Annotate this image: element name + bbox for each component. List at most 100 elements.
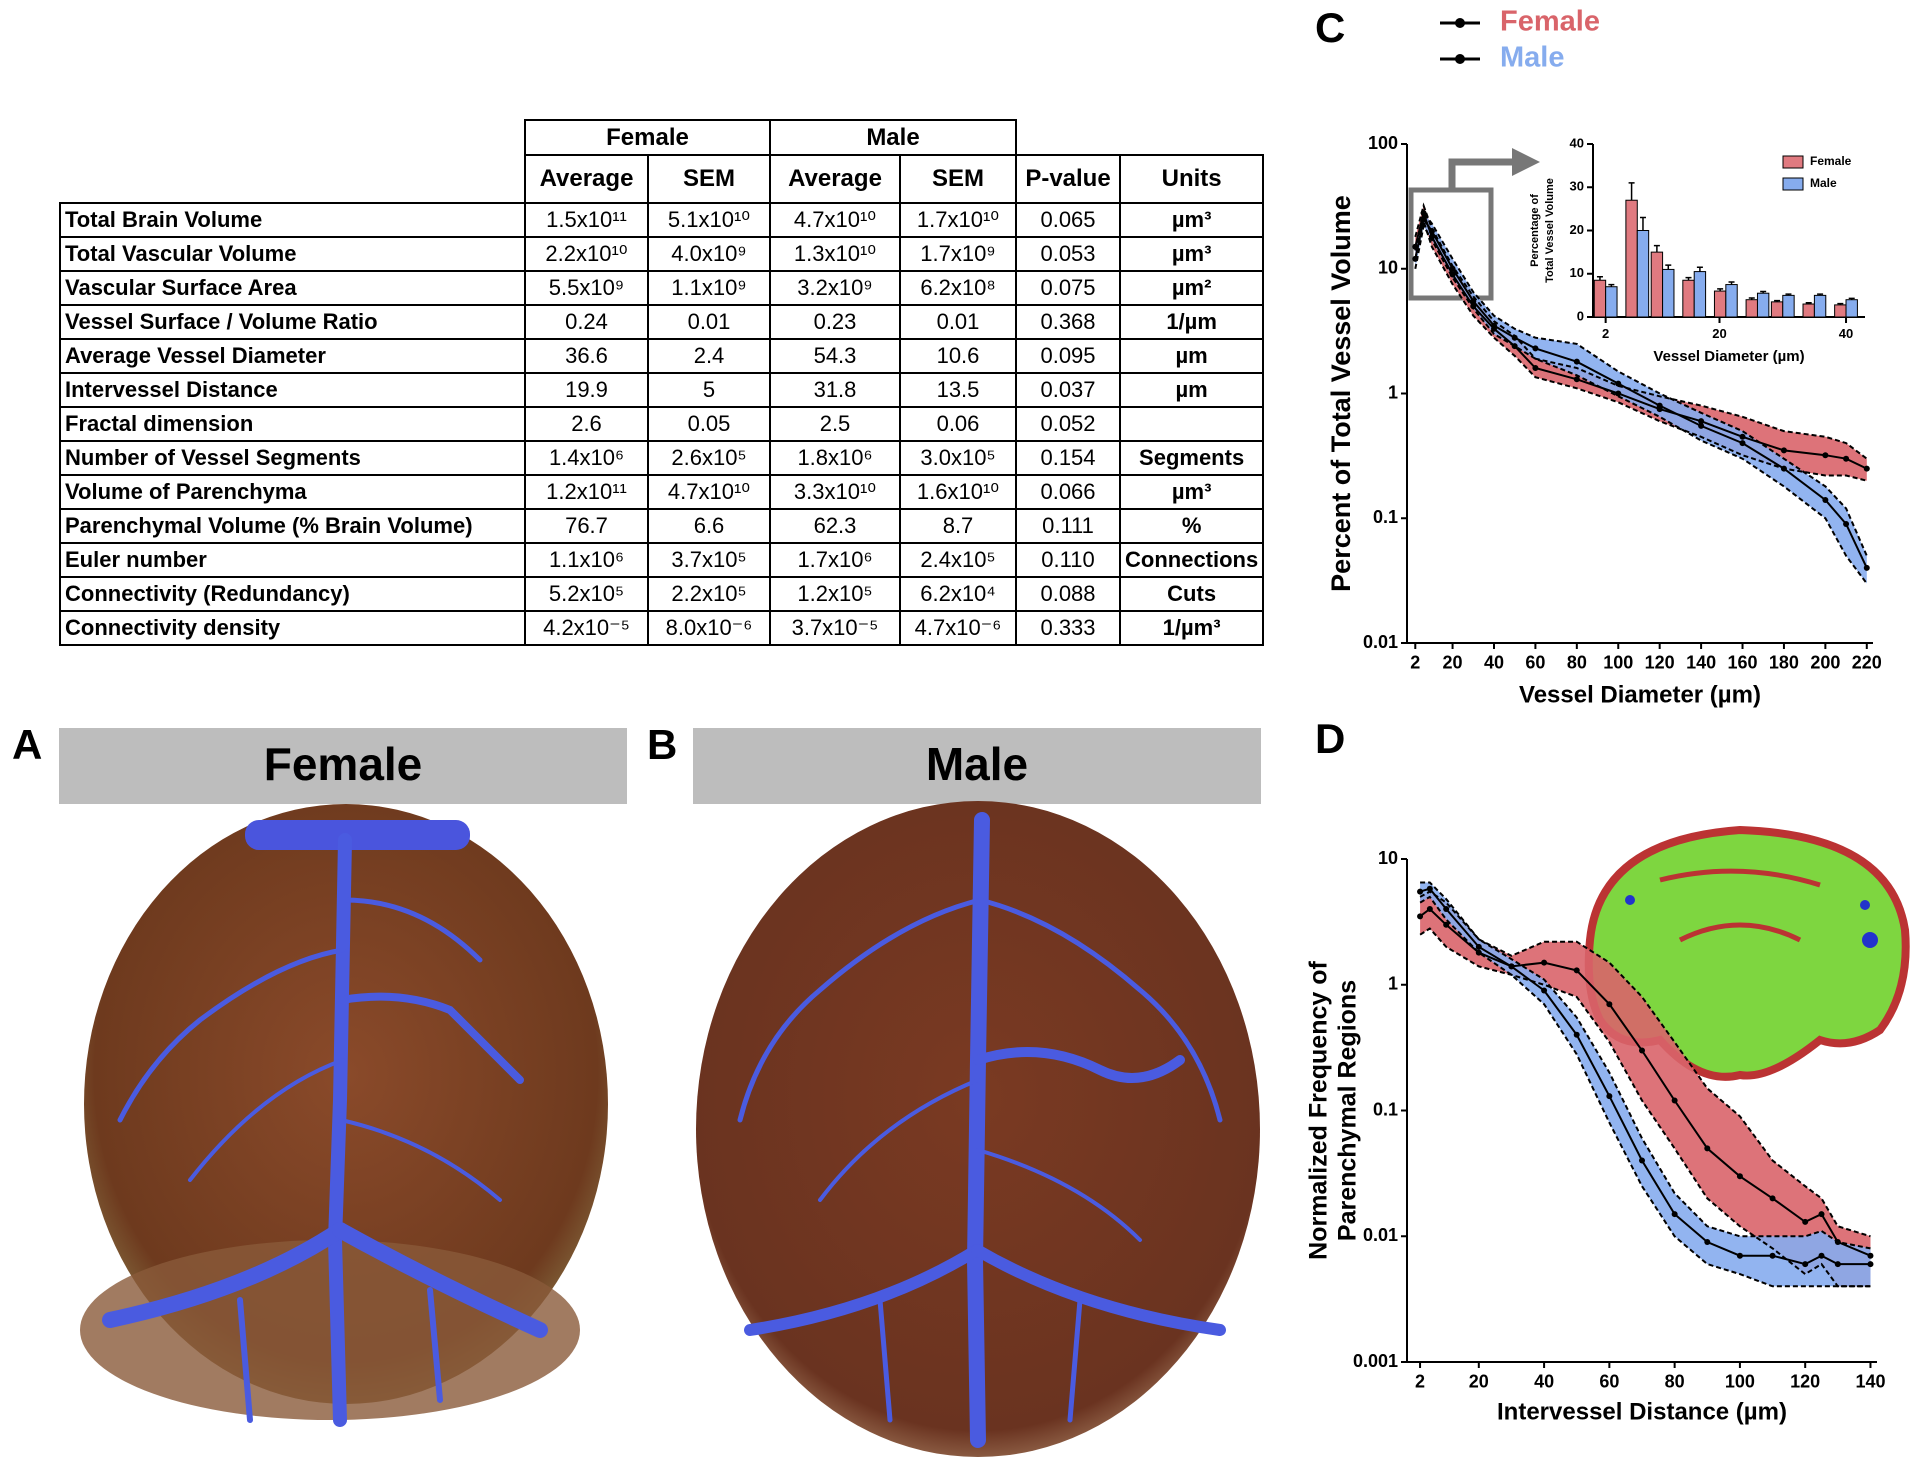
y-axis-title: Normalized Frequency of [1305,960,1333,1259]
data-point [1736,1173,1743,1180]
data-point [1606,1001,1613,1008]
data-point [1698,422,1705,429]
y-tick-label: 0.1 [1373,507,1398,527]
bar [1636,230,1650,318]
unit-cell: µm [1118,338,1265,374]
table-row: Volume of Parenchyma 1.2x10¹¹ 4.7x10¹⁰ 3.3x… [59,474,1265,510]
data-point [1412,255,1419,262]
value-cell: 0.368 [1015,304,1121,340]
data-point [1573,376,1580,383]
value-cell: 1.2x10¹¹ [524,474,649,510]
x-tick-label: 100 [1603,653,1633,673]
column-header: Average [524,154,649,204]
error-bar [1717,288,1724,292]
row-label: Volume of Parenchyma [59,474,526,510]
y-tick-label: 0.001 [1353,1351,1398,1371]
panel-label: D [1315,715,1345,762]
x-tick-label: 2 [1415,1372,1425,1392]
x-tick-label: 60 [1525,653,1545,673]
row-label: Fractal dimension [59,406,526,442]
panel-title: Male [926,738,1028,790]
value-cell: 3.2x10⁹ [769,270,901,306]
data-point [1739,440,1746,447]
data-point [1739,433,1746,440]
column-header: Units [1118,154,1265,204]
unit-cell: 1/µm³ [1118,610,1265,646]
value-cell: 1.7x10¹⁰ [899,202,1017,238]
band-edge [1414,217,1868,482]
data-point [1639,1157,1645,1164]
value-cell: 1.2x10⁵ [769,576,901,612]
error-band [1415,205,1867,481]
bar [1782,294,1795,318]
y-tick-label: 0.01 [1363,632,1398,652]
bar [1813,294,1827,318]
data-point [1780,465,1787,472]
bar [1725,284,1738,318]
value-cell: 1.7x10⁶ [769,542,901,578]
row-label: Vascular Surface Area [59,270,526,306]
bar [1625,199,1638,318]
value-cell: 2.6x10⁵ [647,440,771,476]
error-bar [1837,302,1844,305]
value-cell: 4.2x10⁻⁵ [524,610,649,646]
data-point [1428,228,1435,235]
column-header: Average [769,154,901,204]
band-edge [1414,223,1868,585]
data-point [1802,1218,1809,1225]
error-bar [1805,301,1812,305]
x-tick-label: 40 [1839,326,1853,341]
y-tick-label: 10 [1378,848,1398,868]
data-point [1698,418,1705,425]
table-row: Total Brain Volume 1.5x10¹¹ 5.1x10¹⁰ 4.7x10… [59,202,1265,238]
bar [1593,279,1607,318]
data-point [1426,906,1433,913]
x-tick-label: 2 [1602,326,1609,341]
column-header: P-value [1015,154,1121,204]
x-tick-label: 140 [1855,1372,1885,1392]
data-point [1822,497,1829,504]
value-cell: 0.333 [1015,610,1121,646]
data-point [1863,564,1870,571]
panel-label: A [12,721,42,768]
error-bar [1774,299,1781,302]
y-axis-title: Percent of Total Vessel Volume [1326,195,1356,592]
value-cell: 4.7x10⁻⁶ [899,610,1017,646]
y-tick-label: 1 [1388,382,1398,402]
value-cell: 36.6 [524,338,649,374]
value-cell: 13.5 [899,372,1017,408]
unit-cell: Connections [1118,542,1265,578]
data-point [1834,1261,1841,1268]
data-point [1671,1211,1678,1218]
value-cell: 2.6 [524,406,649,442]
legend-swatch [1782,155,1804,169]
data-point [1671,1097,1678,1104]
table-row: Euler number 1.1x10⁶ 3.7x10⁵ 1.7x10⁶ 2.4x10⁵… [59,542,1265,578]
unit-cell: µm [1118,372,1265,408]
bar [1756,292,1770,318]
value-cell: 0.037 [1015,372,1121,408]
value-cell: 5.5x10⁹ [524,270,649,306]
table-row: Number of Vessel Segments 1.4x10⁶ 2.6x10⁵ 1… [59,440,1265,476]
panel-title: Female [264,738,423,790]
panel-header-bar [693,728,1261,804]
value-cell: 0.111 [1015,508,1121,544]
x-tick-label: 40 [1534,1372,1554,1392]
value-cell: 4.0x10⁹ [647,236,771,272]
legend-label: Male [1810,176,1837,190]
legend-marker [1455,18,1465,28]
legend-label: Female [1500,6,1600,38]
error-bar [1665,264,1672,270]
x-tick-label: 120 [1790,1372,1820,1392]
group-header: Female [524,119,771,156]
zoom-arrowhead [1512,148,1540,176]
value-cell: 6.2x10⁸ [899,270,1017,306]
data-point [1780,447,1787,454]
panel-header-bar [59,728,627,804]
value-cell: 0.066 [1015,474,1121,510]
y-tick-label: 10 [1378,258,1398,278]
data-point [1818,1211,1825,1218]
data-point [1532,345,1539,352]
value-cell: 1.6x10¹⁰ [899,474,1017,510]
